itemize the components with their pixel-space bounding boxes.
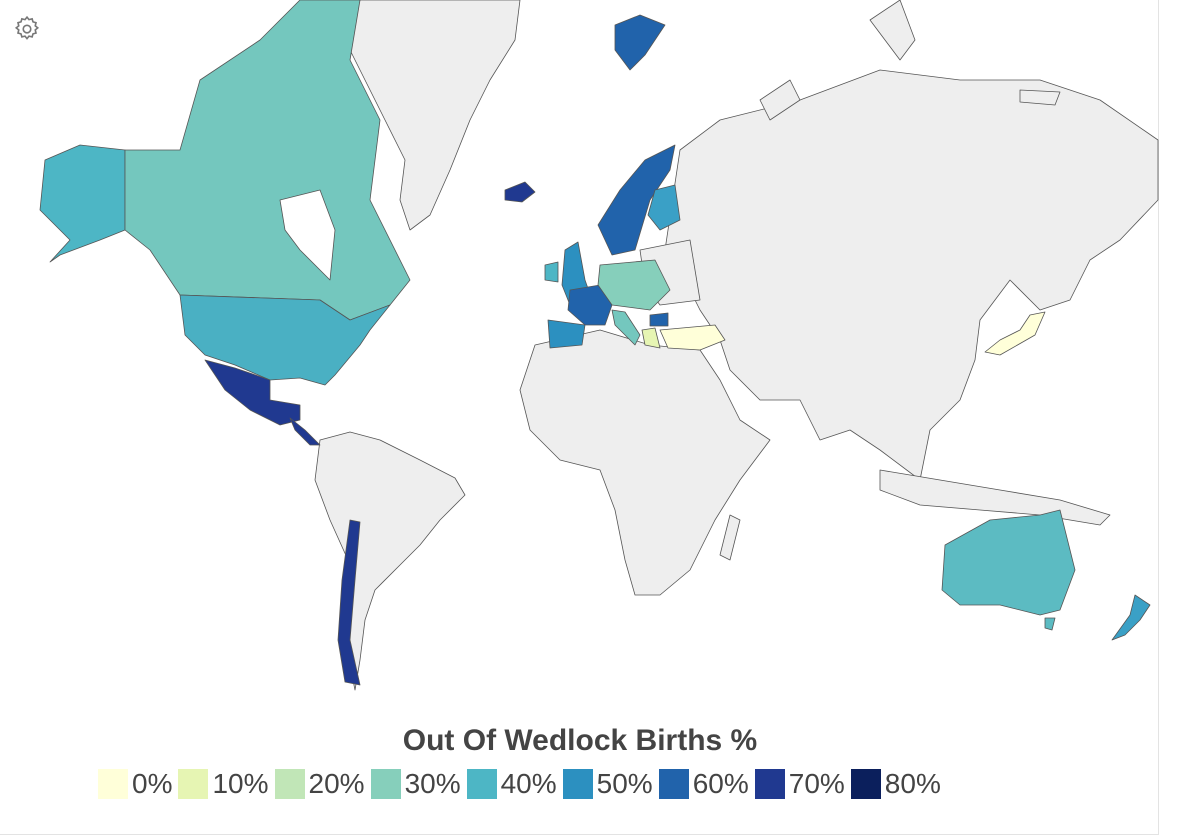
region-greece[interactable]: [641, 327, 661, 349]
region-finland[interactable]: [647, 184, 681, 231]
greenland[interactable]: [344, 0, 521, 231]
legend-swatch: [466, 769, 497, 799]
legend-swatch: [754, 769, 785, 799]
region-italy[interactable]: [611, 309, 641, 346]
legend-swatch: [274, 769, 305, 799]
region-ireland[interactable]: [544, 261, 559, 283]
southeast-asia-islands[interactable]: [879, 469, 1111, 526]
gear-icon[interactable]: [12, 14, 42, 44]
region-bulgaria[interactable]: [649, 312, 669, 327]
legend-swatch: [370, 769, 401, 799]
region-iceland[interactable]: [504, 181, 536, 203]
legend-swatch: [850, 769, 881, 799]
hudson-bay: [279, 189, 336, 281]
region-turkey[interactable]: [659, 324, 726, 351]
region-mexico[interactable]: [204, 359, 301, 426]
legend-label: 30%: [404, 768, 461, 799]
legend-item[interactable]: 0%: [98, 768, 172, 800]
legend-item[interactable]: 40%: [466, 768, 557, 800]
region-new-zealand[interactable]: [1111, 594, 1151, 641]
region-alaska[interactable]: [39, 144, 126, 263]
region-central-america[interactable]: [289, 417, 321, 446]
legend-item[interactable]: 60%: [658, 768, 749, 800]
legend-label: 10%: [212, 768, 269, 799]
region-canada[interactable]: [124, 0, 411, 321]
no-data-regions: [314, 0, 1159, 691]
region-spain-portugal[interactable]: [547, 319, 586, 349]
south-america[interactable]: [314, 431, 466, 691]
legend-swatch: [98, 769, 128, 799]
legend: 0% 10% 20% 30% 40% 50% 60% 70% 80%: [98, 768, 947, 800]
legend-item[interactable]: 50%: [562, 768, 653, 800]
legend-title: Out Of Wedlock Births %: [402, 724, 758, 757]
map-frame: [0, 0, 1159, 835]
legend-label: 20%: [308, 768, 365, 799]
legend-label: 50%: [596, 768, 653, 799]
world-map[interactable]: [0, 0, 1160, 710]
region-tasmania[interactable]: [1044, 617, 1056, 631]
region-japan[interactable]: [984, 311, 1046, 356]
region-norway-sweden[interactable]: [597, 144, 676, 256]
region-australia[interactable]: [941, 509, 1076, 616]
asia[interactable]: [664, 69, 1159, 481]
legend-label: 70%: [788, 768, 845, 799]
arctic-islands[interactable]: [759, 0, 1061, 121]
region-united-states[interactable]: [179, 294, 391, 386]
legend-label: 0%: [132, 768, 173, 799]
legend-swatch: [658, 769, 689, 799]
legend-item[interactable]: 10%: [178, 768, 269, 800]
legend-label: 80%: [884, 768, 941, 799]
legend-item[interactable]: 20%: [274, 768, 365, 800]
legend-label: 40%: [500, 768, 557, 799]
legend-swatch: [562, 769, 593, 799]
legend-item[interactable]: 70%: [754, 768, 845, 800]
region-chile[interactable]: [337, 519, 361, 686]
legend-item[interactable]: 30%: [370, 768, 461, 800]
region-svalbard[interactable]: [614, 14, 666, 71]
region-central-europe[interactable]: [597, 259, 671, 311]
legend-item[interactable]: 80%: [850, 768, 941, 800]
legend-label: 60%: [692, 768, 749, 799]
data-regions: [39, 0, 1151, 686]
legend-swatch: [178, 769, 209, 799]
madagascar[interactable]: [719, 514, 741, 561]
